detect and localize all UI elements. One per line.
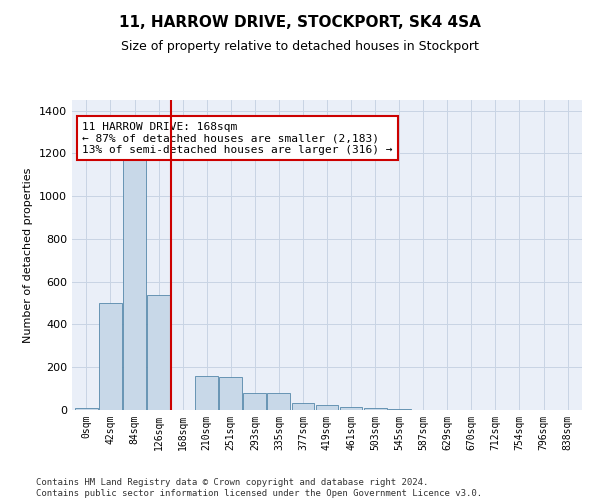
- Bar: [340, 407, 362, 410]
- Bar: [99, 303, 122, 410]
- Bar: [195, 376, 218, 410]
- Text: 11 HARROW DRIVE: 168sqm
← 87% of detached houses are smaller (2,183)
13% of semi: 11 HARROW DRIVE: 168sqm ← 87% of detache…: [82, 122, 392, 155]
- Text: Contains HM Land Registry data © Crown copyright and database right 2024.
Contai: Contains HM Land Registry data © Crown c…: [36, 478, 482, 498]
- Bar: [75, 408, 98, 410]
- Bar: [123, 158, 146, 410]
- Bar: [316, 404, 338, 410]
- Bar: [147, 294, 170, 410]
- Bar: [244, 393, 266, 410]
- Y-axis label: Number of detached properties: Number of detached properties: [23, 168, 34, 342]
- Bar: [292, 402, 314, 410]
- Text: Size of property relative to detached houses in Stockport: Size of property relative to detached ho…: [121, 40, 479, 53]
- Text: 11, HARROW DRIVE, STOCKPORT, SK4 4SA: 11, HARROW DRIVE, STOCKPORT, SK4 4SA: [119, 15, 481, 30]
- Bar: [364, 408, 386, 410]
- Bar: [268, 393, 290, 410]
- Bar: [220, 377, 242, 410]
